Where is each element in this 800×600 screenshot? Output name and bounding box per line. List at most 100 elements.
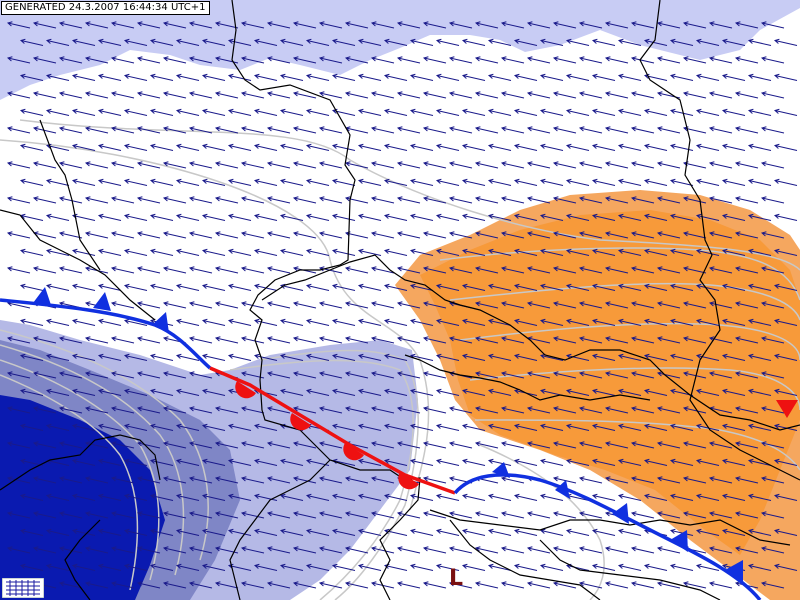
- wind-arrow: [708, 196, 733, 204]
- wind-arrow: [422, 196, 447, 204]
- wind-arrow: [6, 476, 31, 484]
- wind-arrow: [110, 21, 135, 29]
- wind-arrow: [500, 266, 525, 274]
- wind-arrow: [227, 178, 252, 186]
- wind-arrow: [71, 108, 96, 116]
- wind-arrow: [409, 423, 434, 431]
- wind-arrow: [318, 56, 343, 64]
- wind-arrow: [565, 283, 590, 291]
- wind-arrow: [617, 73, 642, 81]
- wind-arrow: [6, 266, 31, 274]
- wind-arrow: [240, 126, 265, 134]
- wind-arrow: [669, 178, 694, 186]
- wind-arrow: [266, 406, 291, 414]
- wind-arrow: [136, 406, 161, 414]
- wind-arrow: [513, 38, 538, 46]
- wind-arrow: [721, 143, 746, 151]
- wind-arrow: [136, 581, 161, 589]
- wind-arrow: [214, 56, 239, 64]
- wind-arrow: [279, 458, 304, 466]
- wind-arrow: [19, 283, 44, 291]
- wind-arrow: [513, 353, 538, 361]
- wind-arrow: [474, 21, 499, 29]
- wind-arrow: [175, 213, 200, 221]
- wind-arrow: [331, 563, 356, 571]
- wind-arrow: [565, 248, 590, 256]
- wind-arrow: [110, 371, 135, 379]
- wind-arrow: [708, 56, 733, 64]
- wind-arrow: [708, 441, 733, 449]
- wind-arrow: [422, 511, 447, 519]
- wind-arrow: [45, 38, 70, 46]
- generated-label: GENERATED 24.3.2007 16:44:34 UTC+1: [1, 1, 210, 15]
- wind-arrow: [721, 283, 746, 291]
- wind-arrow: [578, 126, 603, 134]
- wind-arrow: [123, 143, 148, 151]
- wind-arrow: [84, 336, 109, 344]
- wind-arrow: [331, 178, 356, 186]
- wind-arrow: [643, 143, 668, 151]
- wind-arrow: [565, 108, 590, 116]
- wind-arrow: [474, 301, 499, 309]
- wind-arrow: [760, 476, 785, 484]
- wind-arrow: [71, 353, 96, 361]
- wind-arrow: [747, 108, 772, 116]
- wind-arrow: [422, 581, 447, 589]
- wind-arrow: [110, 91, 135, 99]
- wind-arrow: [708, 126, 733, 134]
- wind-arrow: [357, 213, 382, 221]
- wind-arrow: [721, 423, 746, 431]
- wind-arrow: [370, 196, 395, 204]
- wind-arrow: [448, 91, 473, 99]
- wind-arrow: [370, 21, 395, 29]
- legend-icon[interactable]: [2, 578, 44, 598]
- wind-arrow: [474, 546, 499, 554]
- wind-arrow: [448, 231, 473, 239]
- wind-arrow: [162, 581, 187, 589]
- wind-arrow: [123, 528, 148, 536]
- wind-arrow: [513, 318, 538, 326]
- wind-arrow: [461, 458, 486, 466]
- wind-arrow: [292, 476, 317, 484]
- wind-arrow: [383, 38, 408, 46]
- wind-arrow: [240, 21, 265, 29]
- wind-arrow: [474, 161, 499, 169]
- isobar: [0, 329, 209, 561]
- wind-arrow: [500, 91, 525, 99]
- wind-arrow: [656, 266, 681, 274]
- wind-arrow: [279, 143, 304, 151]
- cold-front-west: [0, 298, 212, 370]
- wind-arrow: [539, 318, 564, 326]
- wind-arrow: [344, 56, 369, 64]
- wind-arrow: [344, 406, 369, 414]
- wind-arrow: [578, 371, 603, 379]
- wind-arrow: [604, 231, 629, 239]
- wind-arrow: [461, 108, 486, 116]
- wind-arrow: [45, 283, 70, 291]
- wind-arrow: [357, 353, 382, 361]
- wind-arrow: [682, 406, 707, 414]
- wind-arrow: [721, 318, 746, 326]
- wind-arrow: [526, 126, 551, 134]
- wind-arrow: [201, 423, 226, 431]
- wind-arrow: [110, 476, 135, 484]
- wind-arrow: [45, 248, 70, 256]
- wind-arrow: [539, 493, 564, 501]
- wind-arrow: [526, 406, 551, 414]
- wind-arrow: [318, 126, 343, 134]
- wind-arrow: [409, 143, 434, 151]
- isobar: [469, 367, 800, 411]
- wind-arrow: [773, 353, 798, 361]
- fronts: [0, 287, 798, 600]
- wind-arrow: [669, 493, 694, 501]
- wind-arrow: [617, 108, 642, 116]
- wind-arrow: [188, 336, 213, 344]
- wind-arrow: [279, 38, 304, 46]
- wind-arrow: [292, 231, 317, 239]
- wind-arrow: [357, 388, 382, 396]
- wind-arrow: [487, 108, 512, 116]
- wind-arrow: [682, 266, 707, 274]
- wind-arrow: [760, 21, 785, 29]
- wind-arrow: [214, 91, 239, 99]
- wind-arrow: [123, 563, 148, 571]
